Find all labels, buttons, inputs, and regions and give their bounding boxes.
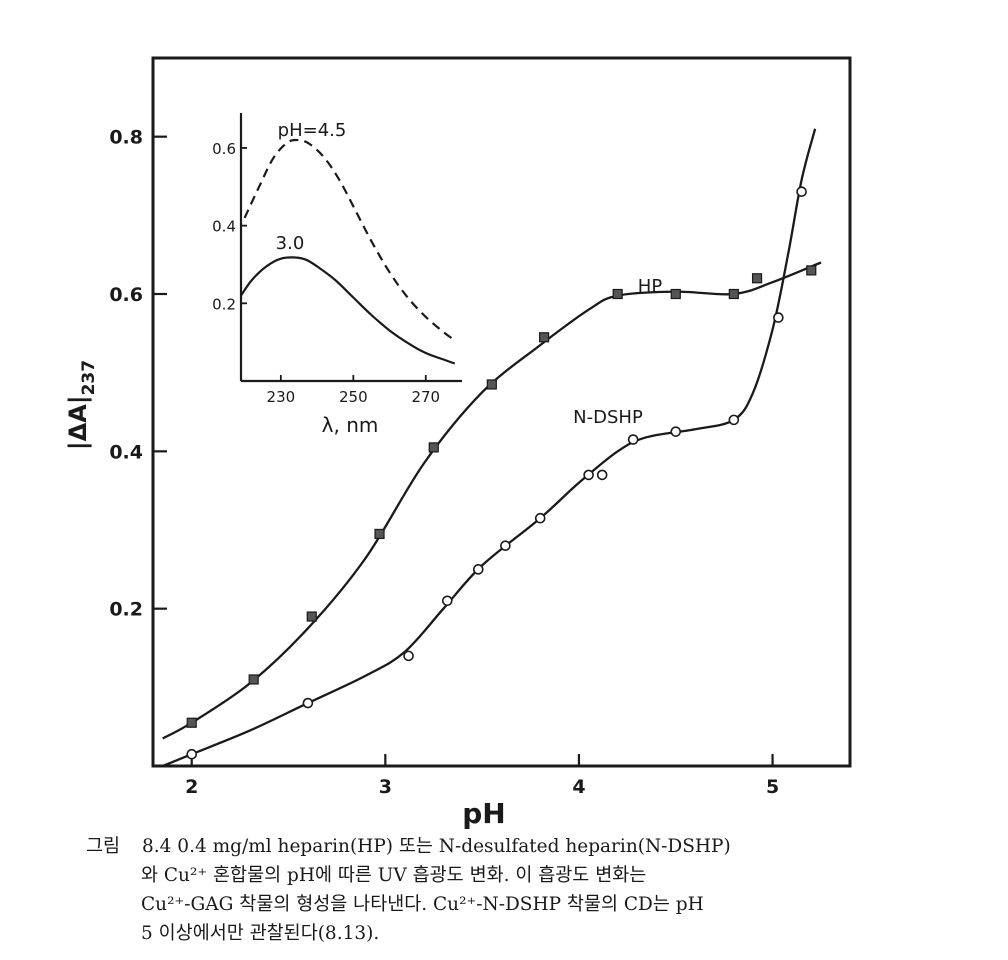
inset-y-tick-label: 0.6 <box>212 140 236 158</box>
y-axis-title: |ΔA|237 <box>64 360 99 450</box>
data-point-n-dshp <box>627 434 639 445</box>
series-label-hp: HP <box>638 276 663 297</box>
inset-x-tick-label: 250 <box>339 388 368 406</box>
inset-series-label-30: 3.0 <box>276 233 305 254</box>
series-curve-n-dshp <box>162 128 817 768</box>
data-point-hp <box>186 717 197 728</box>
main-chart: 2 3 4 5 0.2 0.4 0.6 0.8 HP N-DSHP pH |ΔA|237 <box>64 56 852 830</box>
data-point-n-dshp <box>472 564 484 575</box>
data-point-n-dshp <box>796 186 807 198</box>
inset-chart: 230 250 270 0.2 0.4 0.6 pH=4.5 3.0 λ, nm <box>212 113 462 437</box>
series-curve-hp <box>162 261 822 740</box>
plot-frame <box>151 56 852 768</box>
caption-line-2: 와 Cu²⁺ 혼합물의 pH에 따른 UV 흡광도 변화. 이 흡광도 변화는 <box>141 865 647 886</box>
data-point-n-dshp <box>441 595 453 607</box>
inset-series-label-ph45: pH=4.5 <box>278 120 347 141</box>
data-point-hp <box>306 611 317 622</box>
x-tick-label: 4 <box>572 776 585 798</box>
data-point-n-dshp <box>500 540 511 552</box>
data-point-hp <box>486 379 497 390</box>
data-point-n-dshp <box>186 748 198 760</box>
data-point-hp <box>728 288 739 300</box>
x-tick-label: 3 <box>379 776 392 798</box>
data-point-hp <box>806 265 817 276</box>
main-series-curves <box>162 128 822 768</box>
data-point-hp <box>374 528 385 540</box>
y-axis-title-subscript: 237 <box>79 360 99 396</box>
y-tick-label: 0.6 <box>109 284 143 306</box>
data-point-n-dshp <box>728 414 740 426</box>
y-tick-label: 0.4 <box>109 441 143 463</box>
inset-y-tick-label: 0.2 <box>212 295 236 313</box>
data-point-n-dshp <box>403 650 414 662</box>
caption-line-3: Cu²⁺-GAG 착물의 형성을 나타낸다. Cu²⁺-N-DSHP 착물의 C… <box>141 894 704 915</box>
data-point-hp <box>751 273 763 284</box>
caption-line-1-text: 8.4 0.4 mg/ml heparin(HP) 또는 N-desulfate… <box>142 836 731 857</box>
data-point-n-dshp <box>670 426 682 437</box>
inset-series-curves <box>240 138 456 365</box>
caption-line-4: 5 이상에서만 관찰된다(8.13). <box>141 923 380 944</box>
data-point-n-dshp <box>583 469 594 481</box>
data-point-hp <box>612 288 623 300</box>
chart-figure: 2 3 4 5 0.2 0.4 0.6 0.8 HP N-DSHP pH |ΔA|237 23… <box>64 56 852 830</box>
inset-curve-30 <box>240 256 456 365</box>
inset-x-tick-label: 270 <box>411 388 440 406</box>
inset-x-axis-title: λ, nm <box>322 413 379 437</box>
inset-axis-ticks: 230 250 270 0.2 0.4 0.6 <box>212 140 440 406</box>
data-point-n-dshp <box>302 697 314 709</box>
series-label-n-dshp: N-DSHP <box>573 407 643 428</box>
caption-line-1: 그림 8.4 0.4 mg/ml heparin(HP) 또는 N-desulfa… <box>86 832 976 861</box>
inset-curve-ph45 <box>243 138 456 342</box>
figure-caption: 그림 8.4 0.4 mg/ml heparin(HP) 또는 N-desulfa… <box>86 832 976 948</box>
data-point-n-dshp <box>534 512 546 524</box>
data-point-hp <box>538 332 550 343</box>
x-tick-label: 5 <box>766 776 779 798</box>
main-series-points <box>186 186 817 760</box>
inset-x-tick-label: 230 <box>267 388 296 406</box>
svg-text:|ΔA|237: |ΔA|237 <box>64 360 99 450</box>
data-point-hp <box>670 288 681 300</box>
data-point-n-dshp <box>596 469 608 481</box>
data-point-n-dshp <box>773 312 784 323</box>
main-axis-ticks: 2 3 4 5 0.2 0.4 0.6 0.8 <box>109 127 779 798</box>
x-tick-label: 2 <box>185 776 198 798</box>
data-point-hp <box>248 674 259 685</box>
data-point-hp <box>428 442 439 453</box>
x-axis-title: pH <box>462 797 505 830</box>
y-axis-title-main: |ΔA| <box>64 395 92 450</box>
y-tick-label: 0.8 <box>109 127 143 149</box>
inset-y-tick-label: 0.4 <box>212 218 236 236</box>
y-tick-label: 0.2 <box>109 599 143 621</box>
caption-lead: 그림 <box>86 836 121 857</box>
